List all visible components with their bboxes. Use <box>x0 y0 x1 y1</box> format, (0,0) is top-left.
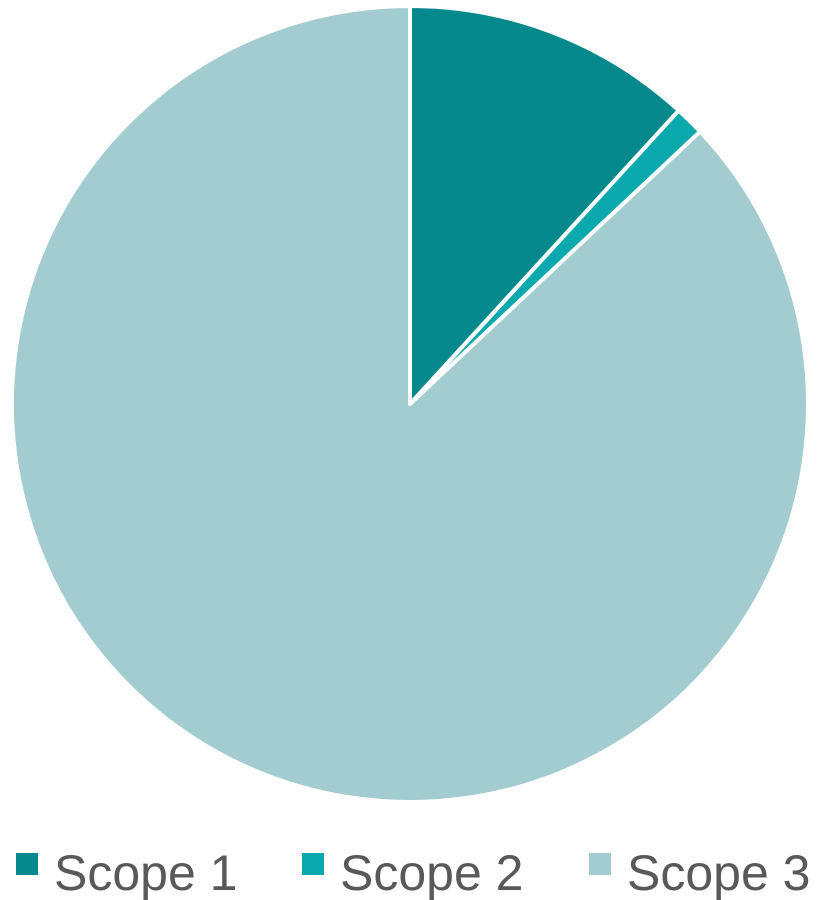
legend-label-scope-2: Scope 2 <box>340 845 523 900</box>
legend-swatch-scope-1 <box>16 853 38 875</box>
legend-item-scope-1: Scope 1 <box>16 845 237 900</box>
pie-slices <box>10 4 810 804</box>
legend-swatch-scope-3 <box>589 853 611 875</box>
legend: Scope 1 Scope 2 Scope 3 <box>16 845 810 900</box>
pie-slice-scope-3 <box>10 4 810 804</box>
legend-swatch-scope-2 <box>302 853 324 875</box>
pie-slice-scope-1 <box>408 4 681 406</box>
legend-item-scope-2: Scope 2 <box>302 845 523 900</box>
legend-label-scope-3: Scope 3 <box>627 845 810 900</box>
legend-item-scope-3: Scope 3 <box>589 845 810 900</box>
legend-label-scope-1: Scope 1 <box>54 845 237 900</box>
